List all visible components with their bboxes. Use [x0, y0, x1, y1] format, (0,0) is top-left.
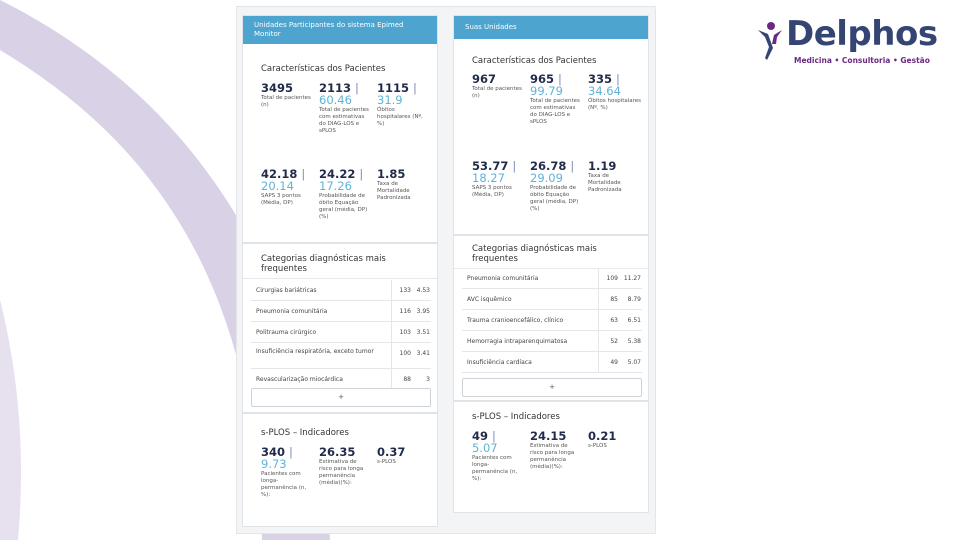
kpi-hospital-deaths: 1115 | 31.9 Óbitos hospitalares (Nº, %) [377, 81, 423, 127]
kpi-estimates: 2113 | 60.46 Total de pacientes com esti… [319, 81, 369, 134]
delphos-logo: Delphos Medicina • Consultoria • Gestão [756, 14, 942, 74]
kpi-long-stay-risk: 24.15 Estimativa de risco para longa per… [530, 429, 575, 470]
your-units-panel: Suas Unidades Características dos Pacien… [453, 15, 649, 235]
participants-diagnostics-panel: Categorias diagnósticas mais frequentes … [242, 243, 438, 413]
kpi-long-stay-patients: 340 | 9.73 Pacientes com longa-permanênc… [261, 445, 307, 498]
brand-tagline: Medicina • Consultoria • Gestão [794, 56, 930, 65]
kpi-death-probability: 24.22 | 17.26 Probabilidade de óbito Equ… [319, 167, 368, 220]
kpi-estimates: 965 | 99.79 Total de pacientes com estim… [530, 72, 580, 125]
patients-section-title: Características dos Pacientes [472, 56, 597, 66]
patients-section-title: Características dos Pacientes [261, 64, 386, 74]
participants-splos-panel: s-PLOS – Indicadores 340 | 9.73 Paciente… [242, 413, 438, 527]
kpi-death-probability: 26.78 | 29.09 Probabilidade de óbito Equ… [530, 159, 579, 212]
show-more-button[interactable]: + [251, 388, 431, 407]
kpi-total-patients: 3495 Total de pacientes (n) [261, 81, 311, 108]
kpi-hospital-deaths: 335 | 34.64 Óbitos hospitalares (Nº, %) [588, 72, 642, 111]
divider [243, 278, 437, 279]
kpi-long-stay-risk: 26.35 Estimativa de risco para longa per… [319, 445, 364, 486]
table-row: Cirurgias bariátricas 133 4.53 [251, 280, 431, 301]
table-row: Politrauma cirúrgico 103 3.51 [251, 322, 431, 343]
table-row: Revascularização miocárdica 88 3 [251, 369, 431, 390]
swoosh-shape-lower [0, 300, 21, 540]
delphos-figure-icon [758, 22, 782, 60]
kpi-standardized-mortality: 1.19 Taxa de Mortalidade Padronizada [588, 159, 622, 193]
diagnostics-title: Categorias diagnósticas mais frequentes [261, 254, 386, 274]
show-more-button[interactable]: + [462, 378, 642, 397]
your-units-diagnostics-panel: Categorias diagnósticas mais frequentes … [453, 235, 649, 401]
kpi-saps3: 42.18 | 20.14 SAPS 3 pontos (Média, DP) [261, 167, 306, 206]
diagnostics-title: Categorias diagnósticas mais frequentes [472, 244, 597, 264]
splos-title: s-PLOS – Indicadores [472, 412, 560, 422]
table-row: Insuficiência respiratória, exceto tumor… [251, 343, 431, 369]
divider [454, 268, 648, 269]
table-row: AVC isquêmico 85 8.79 [462, 289, 642, 310]
diagnostics-table: Cirurgias bariátricas 133 4.53 Pneumonia… [251, 280, 431, 390]
splos-title: s-PLOS – Indicadores [261, 428, 349, 438]
kpi-splos: 0.37 s-PLOS [377, 445, 406, 465]
kpi-saps3: 53.77 | 18.27 SAPS 3 pontos (Média, DP) [472, 159, 517, 198]
table-row: Insuficiência cardíaca 49 5.07 [462, 352, 642, 373]
your-units-splos-panel: s-PLOS – Indicadores 49 | 5.07 Pacientes… [453, 401, 649, 513]
participants-header: Unidades Participantes do sistema Epimed… [243, 16, 437, 44]
brand-name: Delphos [786, 14, 938, 54]
your-units-header: Suas Unidades [454, 16, 648, 39]
table-row: Hemorragia intraparenquimatosa 52 5.38 [462, 331, 642, 352]
table-row: Trauma cranioencefálico, clínico 63 6.51 [462, 310, 642, 331]
kpi-standardized-mortality: 1.85 Taxa de Mortalidade Padronizada [377, 167, 411, 201]
kpi-total-patients: 967 Total de pacientes (n) [472, 72, 522, 99]
dashboard-screenshot: Unidades Participantes do sistema Epimed… [236, 6, 656, 534]
participants-panel: Unidades Participantes do sistema Epimed… [242, 15, 438, 243]
kpi-long-stay-patients: 49 | 5.07 Pacientes com longa-permanênci… [472, 429, 518, 482]
kpi-splos: 0.21 s-PLOS [588, 429, 617, 449]
table-row: Pneumonia comunitária 116 3.95 [251, 301, 431, 322]
table-row: Pneumonia comunitária 109 11.27 [462, 268, 642, 289]
diagnostics-table: Pneumonia comunitária 109 11.27 AVC isqu… [462, 268, 642, 373]
